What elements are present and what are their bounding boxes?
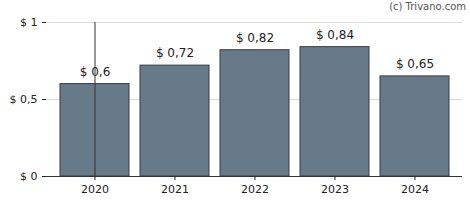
svg-text:$ 0,5: $ 0,5 [10, 93, 38, 106]
svg-text:$ 0,82: $ 0,82 [236, 31, 274, 45]
svg-text:$ 0,72: $ 0,72 [156, 46, 194, 60]
svg-text:$ 0,84: $ 0,84 [316, 28, 354, 42]
svg-text:2024: 2024 [401, 183, 429, 196]
svg-text:2022: 2022 [241, 183, 269, 196]
svg-text:$ 1: $ 1 [20, 16, 38, 29]
html-text:(c) Trivano.com: (c) Trivano.com [389, 1, 466, 12]
svg-text:2020: 2020 [81, 183, 109, 196]
svg-text:$ 0,65: $ 0,65 [396, 57, 434, 71]
svg-text:$ 0,6: $ 0,6 [79, 64, 111, 79]
svg-text:2023: 2023 [321, 183, 349, 196]
svg-text:$ 0: $ 0 [20, 170, 38, 183]
svg-text:2021: 2021 [161, 183, 189, 196]
